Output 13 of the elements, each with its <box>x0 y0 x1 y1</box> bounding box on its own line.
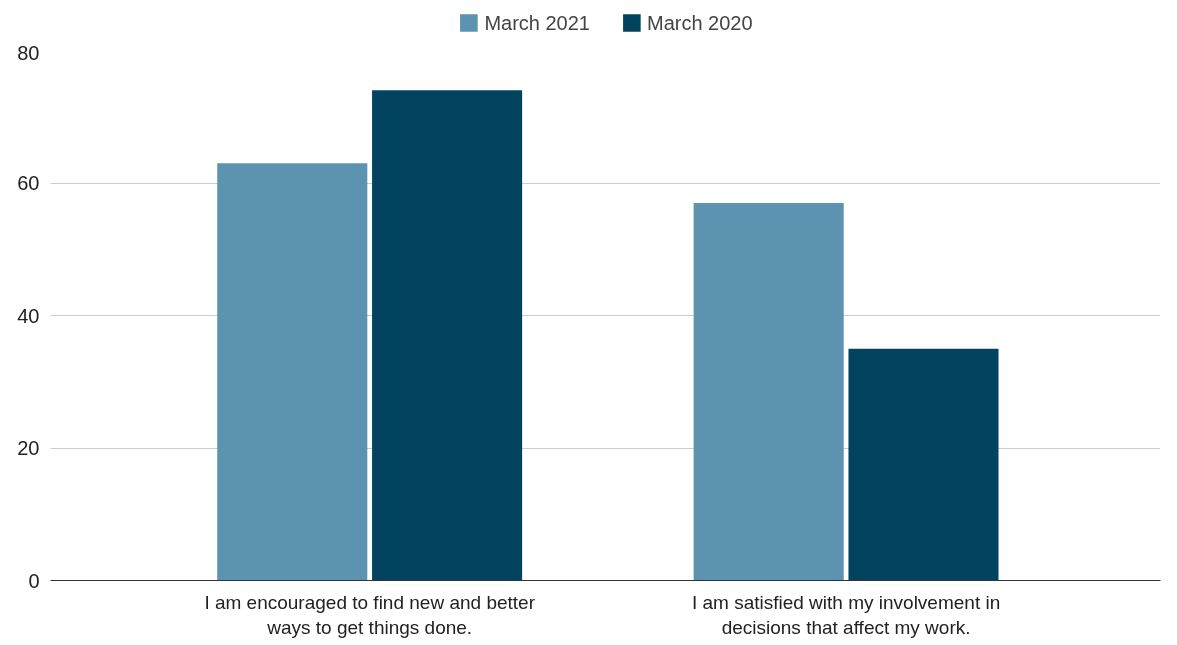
y-tick-label: 20 <box>17 437 40 459</box>
bar <box>372 90 523 581</box>
y-tick-label: 60 <box>17 172 40 194</box>
bar <box>848 348 999 581</box>
y-tick-label: 0 <box>28 569 40 592</box>
bar <box>693 202 844 581</box>
bar <box>217 163 368 581</box>
y-tick-label: 80 <box>17 41 40 64</box>
x-tick-label: I am satisfied with my involvement in decisions that affect my work. <box>691 591 1001 638</box>
y-tick-label: 40 <box>17 304 40 327</box>
legend-label: March 2021 <box>484 11 590 34</box>
legend-label: March 2020 <box>647 11 753 34</box>
x-tick-label: I am encouraged to find new and better ways to get things done. <box>204 591 536 638</box>
